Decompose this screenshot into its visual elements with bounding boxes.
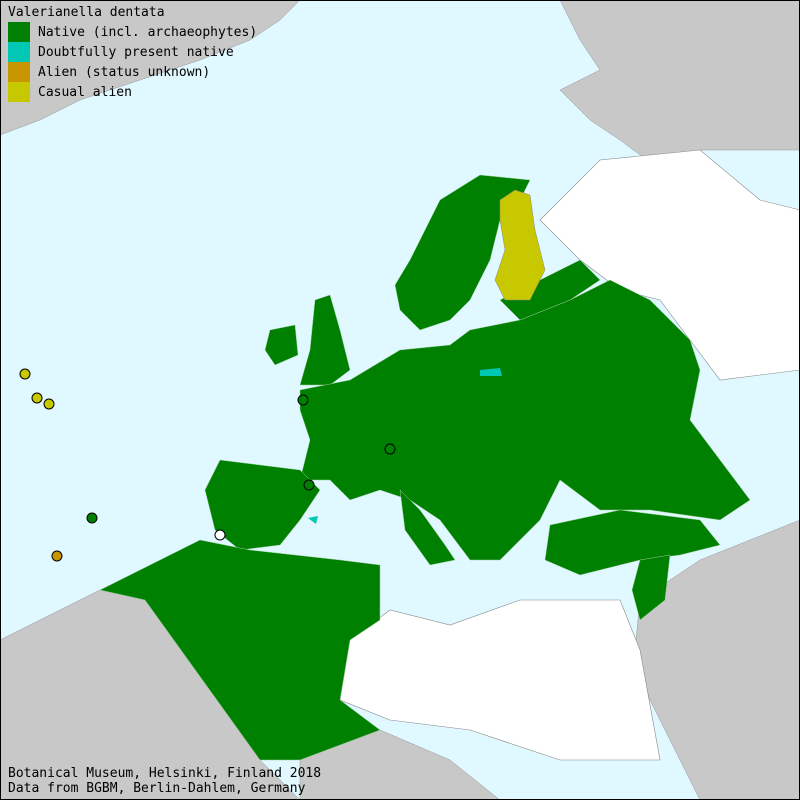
legend-label: Alien (status unknown)	[38, 64, 211, 80]
credits: Botanical Museum, Helsinki, Finland 2018…	[8, 766, 321, 796]
scandinavia-native	[394, 174, 531, 331]
doubtful-swatch	[8, 42, 30, 62]
finland-casual-alien	[494, 189, 546, 301]
turkey-native	[544, 509, 721, 576]
azores-casual-point	[31, 392, 43, 404]
kaliningrad-doubtful	[480, 368, 502, 376]
legend-item-doubtful: Doubtfully present native	[8, 42, 257, 62]
canary-alien-point	[51, 550, 63, 562]
ireland-native	[264, 324, 299, 366]
native-swatch	[8, 22, 30, 42]
legend-label: Doubtfully present native	[38, 44, 234, 60]
legend: Valerianella dentata Native (incl. archa…	[8, 4, 257, 102]
libya-egypt-absent	[339, 599, 661, 761]
alien-swatch	[8, 62, 30, 82]
legend-label: Native (incl. archaeophytes)	[38, 24, 258, 40]
greenland-land	[0, 0, 301, 136]
azores-casual-point	[19, 368, 31, 380]
liechtenstein-native-point	[384, 443, 396, 455]
legend-item-casual: Casual alien	[8, 82, 257, 102]
andorra-native-point	[303, 479, 315, 491]
channel-islands-native-point	[297, 394, 309, 406]
britain-native	[299, 294, 351, 386]
arctic-russia-land	[559, 0, 800, 171]
legend-item-alien: Alien (status unknown)	[8, 62, 257, 82]
casual-swatch	[8, 82, 30, 102]
levant-native	[631, 554, 671, 621]
azores-casual-point	[43, 398, 55, 410]
gibraltar-absent-point	[214, 529, 226, 541]
balearic-doubtful	[308, 516, 318, 524]
north-africa-native	[99, 539, 381, 761]
legend-label: Casual alien	[38, 84, 132, 100]
map-title: Valerianella dentata	[8, 5, 165, 20]
iberia-native	[204, 459, 321, 551]
credit-line-2: Data from BGBM, Berlin-Dahlem, Germany	[8, 781, 306, 796]
credit-line-1: Botanical Museum, Helsinki, Finland 2018	[8, 766, 322, 781]
legend-item-native: Native (incl. archaeophytes)	[8, 22, 257, 42]
madeira-native-point	[86, 512, 98, 524]
italy-native	[399, 489, 456, 566]
